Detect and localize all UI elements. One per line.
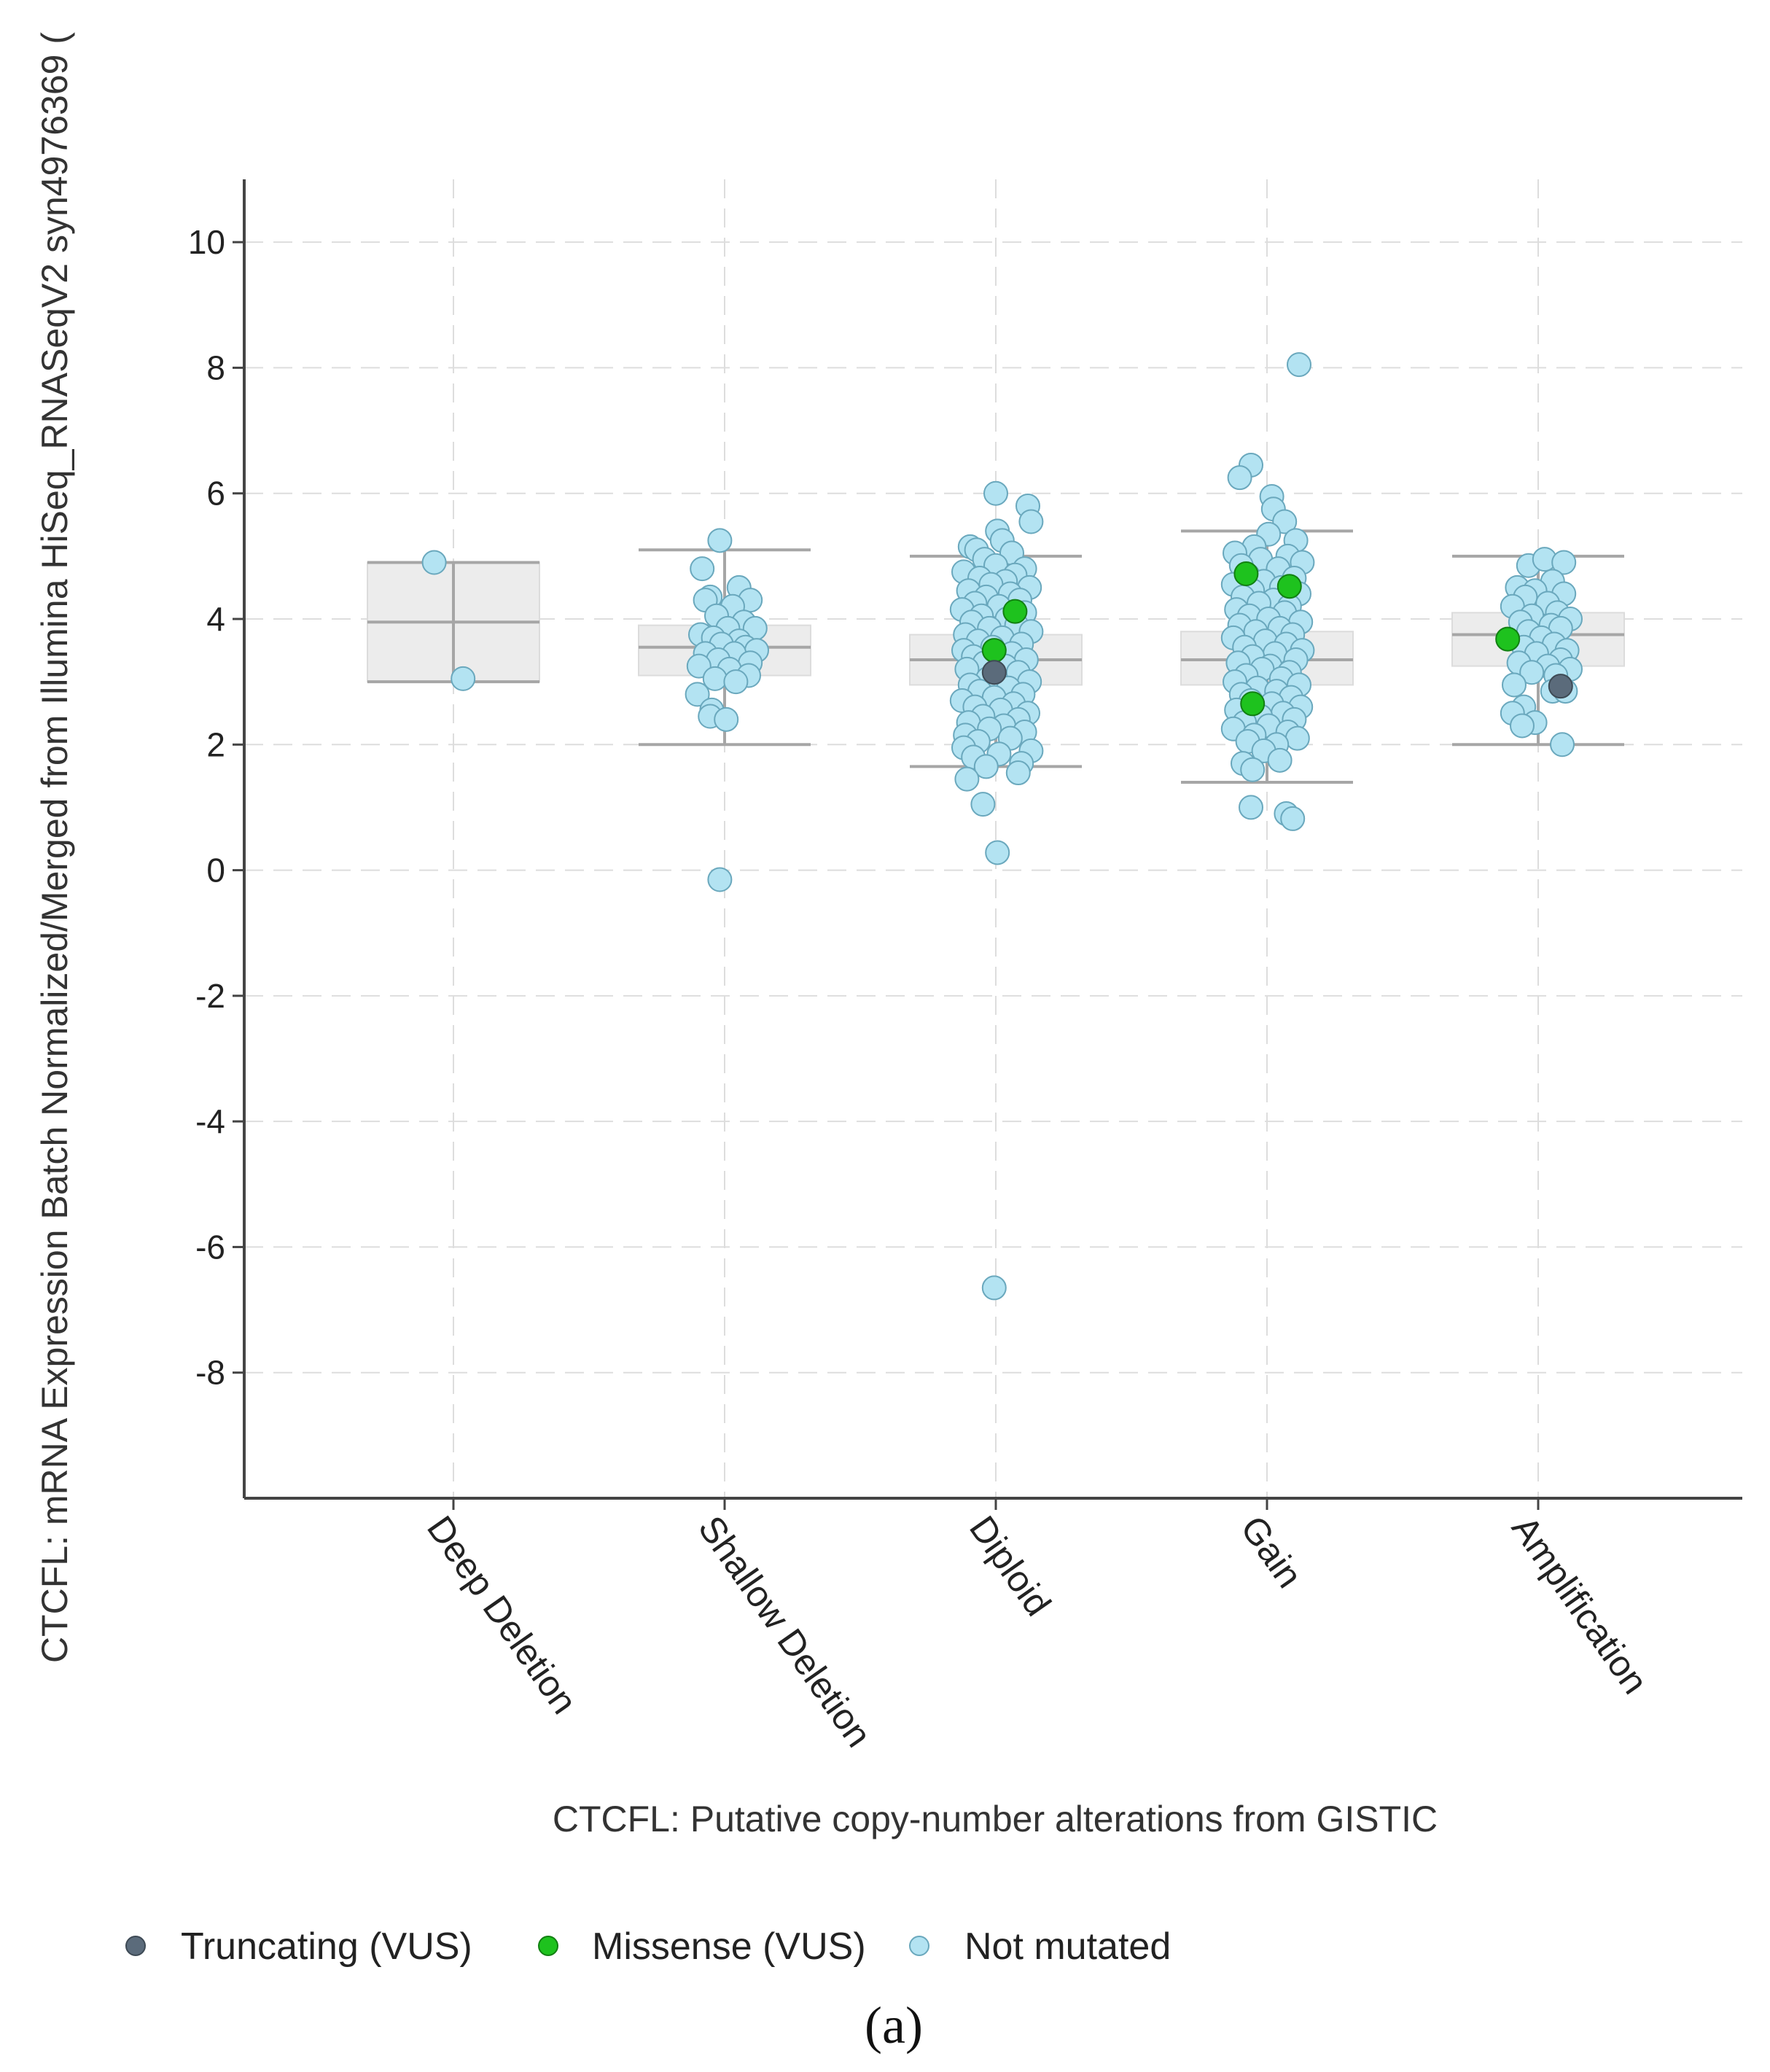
point-not-mutated xyxy=(954,766,980,792)
point-not-mutated xyxy=(981,1275,1007,1301)
x-tick-label: Deep Deletion xyxy=(419,1508,585,1721)
legend-item-not-mutated: Not mutated xyxy=(909,1925,1171,1968)
point-missense xyxy=(981,638,1007,663)
legend-dot-missense xyxy=(538,1936,558,1956)
point-not-mutated xyxy=(421,550,447,575)
y-tick-label: -8 xyxy=(195,1354,225,1392)
point-not-mutated xyxy=(690,556,715,582)
point-not-mutated xyxy=(714,706,739,732)
y-tick-label: 10 xyxy=(188,223,225,261)
point-not-mutated xyxy=(1284,725,1310,751)
y-tick-label: 8 xyxy=(206,348,225,386)
point-not-mutated xyxy=(1551,550,1577,575)
point-truncating xyxy=(981,660,1007,685)
y-tick-label: 0 xyxy=(206,852,225,889)
y-tick-label: -4 xyxy=(195,1102,225,1140)
point-missense xyxy=(1233,561,1259,586)
grid-layer xyxy=(244,179,1742,1498)
point-not-mutated xyxy=(1280,806,1306,831)
point-not-mutated xyxy=(1018,509,1044,534)
x-axis-title: CTCFL: Putative copy-number alterations … xyxy=(553,1799,1438,1839)
point-not-mutated xyxy=(1287,352,1311,378)
point-layer xyxy=(421,352,1583,1301)
point-not-mutated xyxy=(1227,465,1252,491)
point-not-mutated xyxy=(685,682,710,707)
point-not-mutated xyxy=(985,840,1010,865)
y-tick-label: -6 xyxy=(195,1228,225,1266)
x-tick-label: Gain xyxy=(1233,1508,1310,1595)
y-tick-label: 4 xyxy=(206,600,225,638)
point-missense xyxy=(1495,626,1521,652)
legend-item-missense: Missense (VUS) xyxy=(538,1925,866,1968)
figure-caption: (a) xyxy=(865,1996,923,2055)
y-axis-title: CTCFL: mRNA Expression Batch Normalized/… xyxy=(34,32,75,1663)
point-not-mutated xyxy=(707,528,733,553)
y-tick-label: 6 xyxy=(206,475,225,513)
legend-label-not-mutated: Not mutated xyxy=(964,1925,1171,1968)
legend-label-missense: Missense (VUS) xyxy=(592,1925,866,1968)
y-tick-label: -2 xyxy=(195,977,225,1015)
point-not-mutated xyxy=(1519,660,1545,685)
point-truncating xyxy=(1548,674,1573,699)
point-not-mutated xyxy=(1502,672,1527,698)
point-not-mutated xyxy=(1267,747,1293,773)
box-deep-deletion xyxy=(367,561,540,684)
point-missense xyxy=(1002,599,1028,624)
point-not-mutated xyxy=(1550,732,1575,757)
y-tick-label: 2 xyxy=(206,725,225,763)
point-not-mutated xyxy=(723,669,749,695)
x-tick-label: Amplification xyxy=(1504,1508,1656,1701)
point-not-mutated xyxy=(1005,760,1031,786)
legend-item-truncating: Truncating (VUS) xyxy=(125,1925,472,1968)
point-missense xyxy=(1276,574,1302,599)
point-not-mutated xyxy=(707,867,733,892)
legend-label-truncating: Truncating (VUS) xyxy=(181,1925,472,1968)
point-not-mutated xyxy=(451,666,476,691)
point-not-mutated xyxy=(973,754,999,779)
axis-layer: 10 8 6 4 2 0 -2 -4 -6 -8 Deep Deletion Shallow Dele… xyxy=(188,179,1742,1754)
x-tick-label: Shallow Deletion xyxy=(690,1508,879,1754)
legend-dot-truncating xyxy=(125,1936,146,1956)
point-not-mutated xyxy=(1240,757,1266,782)
point-not-mutated xyxy=(970,792,996,817)
legend: Truncating (VUS) Missense (VUS) Not muta… xyxy=(125,1925,1171,1968)
point-missense xyxy=(1240,691,1266,717)
point-not-mutated xyxy=(1510,713,1535,739)
point-not-mutated xyxy=(983,480,1008,506)
legend-dot-not-mutated xyxy=(909,1936,929,1956)
point-not-mutated xyxy=(1239,795,1263,820)
x-tick-label: Diploid xyxy=(962,1508,1059,1623)
